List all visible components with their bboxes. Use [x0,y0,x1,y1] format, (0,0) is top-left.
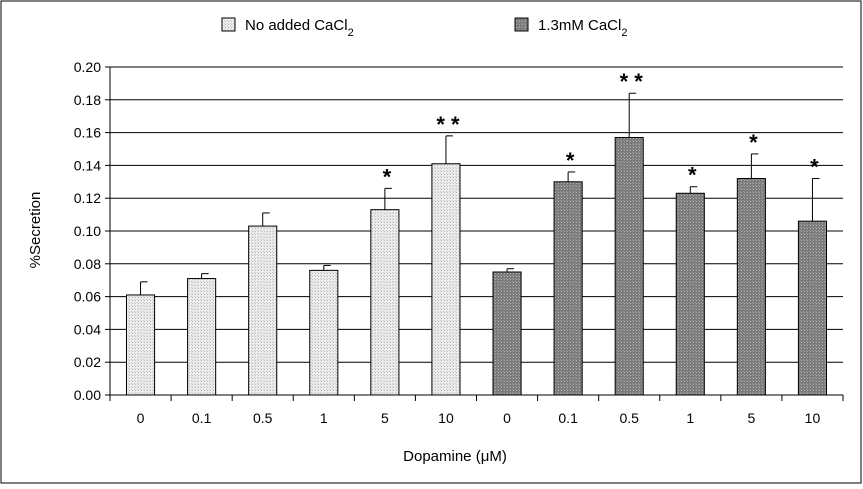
x-tick-label: 1 [686,410,694,426]
significance-marker: * [749,130,758,155]
gridlines [110,66,843,363]
x-tick-label: 10 [438,410,454,426]
y-tick-label: 0.16 [74,125,101,141]
bar [492,271,522,396]
significance-marker: * * [620,69,644,94]
x-tick-label: 0.5 [253,410,273,426]
y-tick-label: 0.04 [74,321,101,337]
significance-marker: * [383,164,392,189]
bar [553,181,583,396]
x-tick-label: 5 [747,410,755,426]
y-tick-label: 0.06 [74,289,101,305]
y-tick-label: 0.12 [74,190,101,206]
x-tick-label: 0 [137,410,145,426]
y-tick-label: 0.02 [74,354,101,370]
bar [370,209,400,396]
significance-marker: * [566,148,575,173]
bar [187,278,217,396]
legend-swatch [514,17,529,32]
bar [248,225,278,396]
legend: No added CaCl2 1.3mM CaCl2 [221,17,627,39]
axes: 0.000.020.040.060.080.100.120.140.160.18… [74,59,844,426]
y-tick-label: 0.20 [74,59,101,75]
x-tick-label: 0 [503,410,511,426]
y-tick-label: 0.00 [74,387,101,403]
y-axis-title: %Secretion [27,192,44,269]
x-tick-label: 0.5 [619,410,639,426]
x-tick-label: 0.1 [192,410,212,426]
y-tick-label: 0.18 [74,92,101,108]
y-tick-label: 0.10 [74,223,101,239]
x-tick-label: 5 [381,410,389,426]
bar [309,269,339,396]
y-tick-label: 0.14 [74,157,101,173]
legend-label: No added CaCl2 [245,17,354,39]
bar [797,220,828,396]
x-axis-title: Dopamine (μM) [403,448,507,465]
x-tick-label: 0.1 [558,410,578,426]
significance-marker: * * [436,112,460,137]
legend-label: 1.3mM CaCl2 [538,17,627,39]
legend-swatch [221,17,236,32]
x-tick-label: 1 [320,410,328,426]
bar [614,137,644,396]
bar [125,294,156,396]
x-tick-label: 10 [805,410,821,426]
bar [736,178,766,396]
bars: * * * * * * * * * [125,69,828,396]
significance-marker: * [688,163,697,188]
bar [675,192,705,396]
bar [431,163,461,396]
y-tick-label: 0.08 [74,256,101,272]
significance-marker: * [810,155,819,180]
